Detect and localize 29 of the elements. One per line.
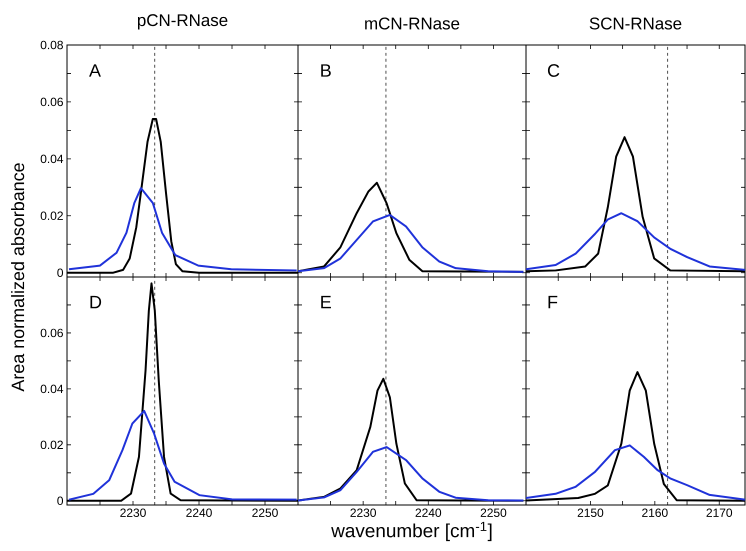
y-tick-label: 0.06	[40, 98, 63, 106]
x-axis-title: wavenumber [cm$^{-1}$]	[331, 522, 492, 542]
y-tick-label: 0.08	[40, 40, 63, 50]
chart-title: mCN-RNase	[365, 18, 460, 30]
annotation: D	[90, 296, 102, 308]
x-tick-label: 2240	[186, 508, 212, 517]
x-tick-label: 2150	[578, 508, 604, 517]
chart-title: SCN-RNase	[590, 18, 682, 30]
y-tick-label: 0.02	[40, 212, 63, 220]
annotation: F	[548, 296, 558, 308]
x-tick-label: 2230	[350, 508, 376, 517]
y-tick-label: 0	[57, 496, 64, 506]
x-tick-label: 2160	[642, 508, 668, 517]
annotation: A	[89, 64, 101, 77]
annotation: B	[321, 64, 331, 77]
y-tick-label: 0	[57, 268, 64, 277]
y-tick-label: 0.02	[40, 440, 63, 450]
chart-title: pCN-RNase	[138, 14, 228, 30]
x-tick-label: 2240	[416, 508, 442, 517]
x-tick-label: 2230	[120, 508, 146, 517]
x-tick-label: 2170	[706, 508, 732, 517]
x-tick-label: 2250	[252, 508, 278, 517]
annotation: C	[548, 64, 560, 77]
annotation: E	[321, 296, 331, 308]
x-tick-label: 2250	[480, 508, 506, 517]
y-tick-label: 0.04	[40, 384, 64, 394]
y-tick-label: 0.04	[40, 154, 64, 164]
y-tick-label: 0.06	[40, 328, 63, 338]
y-axis-title: Area normalized absorbance	[11, 163, 24, 392]
